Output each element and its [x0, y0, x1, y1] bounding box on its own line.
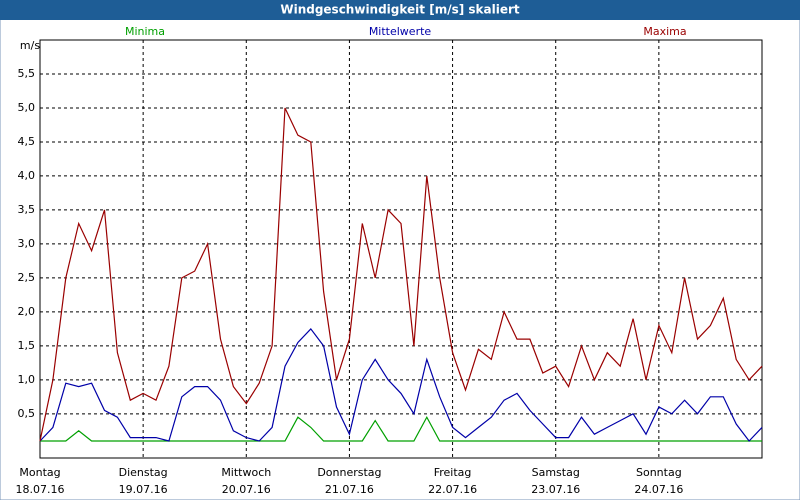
- x-tick-label: Freitag: [434, 466, 472, 479]
- x-tick-date: 22.07.16: [428, 483, 477, 496]
- series-line: [40, 415, 762, 442]
- y-tick-label: 5,5: [18, 67, 36, 80]
- y-tick-label: 1,0: [18, 373, 36, 386]
- legend-entry: Minima: [125, 25, 165, 38]
- chart-title: Windgeschwindigkeit [m/s] skaliert: [280, 3, 520, 17]
- y-tick-label: 1,5: [18, 339, 36, 352]
- y-tick-label: 3,5: [18, 203, 36, 216]
- x-tick-date: 19.07.16: [119, 483, 168, 496]
- x-tick-date: 20.07.16: [222, 483, 271, 496]
- title-bar: [0, 0, 800, 20]
- y-tick-label: 4,5: [18, 135, 36, 148]
- x-tick-label: Donnerstag: [317, 466, 381, 479]
- y-tick-label: 4,0: [18, 169, 36, 182]
- plot-area: [39, 39, 763, 459]
- x-tick-date: 23.07.16: [531, 483, 580, 496]
- y-tick-label: 3,0: [18, 237, 36, 250]
- y-axis-label: m/s: [20, 39, 40, 52]
- y-tick-label: 2,5: [18, 271, 36, 284]
- series-line: [39, 107, 763, 442]
- x-tick-label: Dienstag: [119, 466, 168, 479]
- legend-entry: Mittelwerte: [369, 25, 432, 38]
- x-tick-date: 21.07.16: [325, 483, 374, 496]
- y-tick-label: 0,5: [18, 407, 36, 420]
- x-tick-date: 24.07.16: [634, 483, 683, 496]
- x-tick-label: Montag: [19, 466, 60, 479]
- series-line: [39, 327, 763, 442]
- x-tick-date: 18.07.16: [16, 483, 65, 496]
- x-tick-label: Mittwoch: [221, 466, 271, 479]
- x-tick-label: Samstag: [532, 466, 580, 479]
- y-tick-label: 2,0: [18, 305, 36, 318]
- x-tick-label: Sonntag: [636, 466, 682, 479]
- y-tick-label: 5,0: [18, 101, 36, 114]
- legend-entry: Maxima: [643, 25, 686, 38]
